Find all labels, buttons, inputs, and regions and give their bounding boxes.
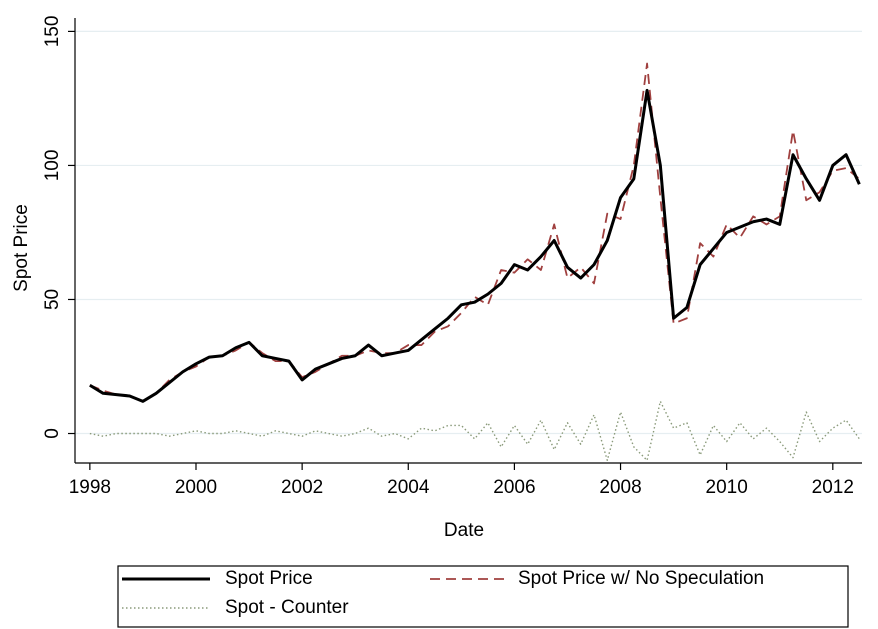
x-tick-label: 2012 xyxy=(812,477,854,498)
legend-label: Spot - Counter xyxy=(225,597,349,618)
x-tick-label: 2006 xyxy=(493,477,535,498)
y-tick-label: 50 xyxy=(42,289,63,310)
x-tick-label: 1998 xyxy=(69,477,111,498)
x-tick-label: 2008 xyxy=(599,477,641,498)
series-line xyxy=(89,400,860,462)
series-line xyxy=(89,62,860,403)
y-tick-label: 100 xyxy=(42,150,63,182)
legend-label: Spot Price w/ No Speculation xyxy=(518,568,764,589)
y-tick-label: 0 xyxy=(42,428,63,439)
y-tick-label: 150 xyxy=(42,16,63,48)
legend-box xyxy=(117,565,849,628)
x-tick-label: 2004 xyxy=(387,477,430,498)
series-line xyxy=(89,88,861,403)
x-tick-label: 2002 xyxy=(281,477,323,498)
x-tick-label: 2000 xyxy=(175,477,217,498)
y-axis-label: Spot Price xyxy=(11,204,32,292)
legend-label: Spot Price xyxy=(225,568,313,589)
x-axis-label: Date xyxy=(444,520,484,541)
x-tick-label: 2010 xyxy=(706,477,748,498)
